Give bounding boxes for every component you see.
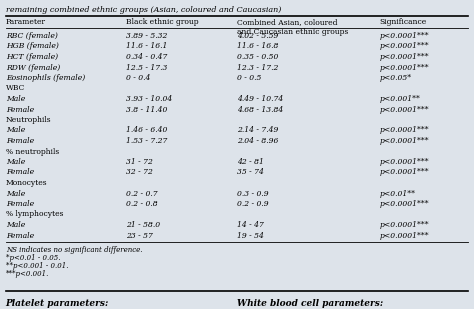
Text: 12.3 - 17.2: 12.3 - 17.2: [237, 64, 278, 71]
Text: 0.2 - 0.9: 0.2 - 0.9: [237, 200, 269, 208]
Text: Platelet parameters:: Platelet parameters:: [6, 299, 109, 308]
Text: NS indicates no significant difference.: NS indicates no significant difference.: [6, 246, 142, 254]
Text: 0.35 - 0.50: 0.35 - 0.50: [237, 53, 278, 61]
Text: Female: Female: [6, 200, 34, 208]
Text: 21 - 58.0: 21 - 58.0: [126, 221, 160, 229]
Text: Monocytes: Monocytes: [6, 179, 47, 187]
Text: Neutrophils: Neutrophils: [6, 116, 51, 124]
Text: RBC (female): RBC (female): [6, 32, 57, 40]
Text: p<0.05*: p<0.05*: [379, 74, 411, 82]
Text: 42 - 81: 42 - 81: [237, 158, 264, 166]
Text: HCT (female): HCT (female): [6, 53, 58, 61]
Text: 0 - 0.5: 0 - 0.5: [237, 74, 261, 82]
Text: 12.5 - 17.3: 12.5 - 17.3: [126, 64, 167, 71]
Text: White blood cell parameters:: White blood cell parameters:: [237, 299, 383, 308]
Text: p<0.0001***: p<0.0001***: [379, 137, 429, 145]
Text: *p<0.01 - 0.05.: *p<0.01 - 0.05.: [6, 254, 60, 262]
Text: WBC: WBC: [6, 84, 25, 92]
Text: p<0.0001***: p<0.0001***: [379, 200, 429, 208]
Text: p<0.0001***: p<0.0001***: [379, 105, 429, 113]
Text: Male: Male: [6, 158, 25, 166]
Text: 4.02 - 5.59: 4.02 - 5.59: [237, 32, 278, 40]
Text: 19 - 54: 19 - 54: [237, 231, 264, 239]
Text: 0.3 - 0.9: 0.3 - 0.9: [237, 189, 269, 197]
Text: p<0.0001***: p<0.0001***: [379, 221, 429, 229]
Text: p<0.001**: p<0.001**: [379, 95, 420, 103]
Text: 35 - 74: 35 - 74: [237, 168, 264, 176]
Text: 23 - 57: 23 - 57: [126, 231, 153, 239]
Text: 14 - 47: 14 - 47: [237, 221, 264, 229]
Text: RDW (female): RDW (female): [6, 64, 60, 71]
Text: 31 - 72: 31 - 72: [126, 158, 153, 166]
Text: 0.34 - 0.47: 0.34 - 0.47: [126, 53, 167, 61]
Text: p<0.0001***: p<0.0001***: [379, 32, 429, 40]
Text: Male: Male: [6, 189, 25, 197]
Text: p<0.0001***: p<0.0001***: [379, 168, 429, 176]
Text: Male: Male: [6, 126, 25, 134]
Text: HGB (female): HGB (female): [6, 43, 59, 50]
Text: Parameter: Parameter: [6, 18, 46, 26]
Text: Female: Female: [6, 231, 34, 239]
Text: 11.6 - 16.1: 11.6 - 16.1: [126, 43, 167, 50]
Text: 0 - 0.4: 0 - 0.4: [126, 74, 150, 82]
Text: 3.89 - 5.32: 3.89 - 5.32: [126, 32, 167, 40]
Text: Female: Female: [6, 168, 34, 176]
Text: % lymphocytes: % lymphocytes: [6, 210, 63, 218]
Text: p<0.0001***: p<0.0001***: [379, 53, 429, 61]
Text: remaining combined ethnic groups (Asian, coloured and Caucasian): remaining combined ethnic groups (Asian,…: [6, 6, 281, 14]
Text: 2.14 - 7.49: 2.14 - 7.49: [237, 126, 278, 134]
Text: p<0.01**: p<0.01**: [379, 189, 415, 197]
Text: p<0.0001***: p<0.0001***: [379, 64, 429, 71]
Text: Female: Female: [6, 105, 34, 113]
Text: 2.04 - 8.96: 2.04 - 8.96: [237, 137, 278, 145]
Text: Eosinophils (female): Eosinophils (female): [6, 74, 85, 82]
Text: Male: Male: [6, 221, 25, 229]
Text: 3.93 - 10.04: 3.93 - 10.04: [126, 95, 172, 103]
Text: p<0.0001***: p<0.0001***: [379, 126, 429, 134]
Text: 0.2 - 0.8: 0.2 - 0.8: [126, 200, 157, 208]
Text: Combined Asian, coloured
and Caucasian ethnic groups: Combined Asian, coloured and Caucasian e…: [237, 18, 348, 36]
Text: p<0.0001***: p<0.0001***: [379, 43, 429, 50]
Text: 4.49 - 10.74: 4.49 - 10.74: [237, 95, 283, 103]
Text: 1.46 - 6.40: 1.46 - 6.40: [126, 126, 167, 134]
Text: p<0.0001***: p<0.0001***: [379, 231, 429, 239]
Text: 3.8 - 11.40: 3.8 - 11.40: [126, 105, 167, 113]
Text: 0.2 - 0.7: 0.2 - 0.7: [126, 189, 157, 197]
Text: 1.53 - 7.27: 1.53 - 7.27: [126, 137, 167, 145]
Text: Female: Female: [6, 137, 34, 145]
Text: 4.68 - 13.84: 4.68 - 13.84: [237, 105, 283, 113]
Text: Male: Male: [6, 95, 25, 103]
Text: p<0.0001***: p<0.0001***: [379, 158, 429, 166]
Text: **p<0.001 - 0.01.: **p<0.001 - 0.01.: [6, 262, 68, 270]
Text: % neutrophils: % neutrophils: [6, 147, 59, 155]
Text: 32 - 72: 32 - 72: [126, 168, 153, 176]
Text: Significance: Significance: [379, 18, 427, 26]
Text: Black ethnic group: Black ethnic group: [126, 18, 198, 26]
Text: 11.6 - 16.8: 11.6 - 16.8: [237, 43, 278, 50]
Text: ***p<0.001.: ***p<0.001.: [6, 270, 49, 278]
